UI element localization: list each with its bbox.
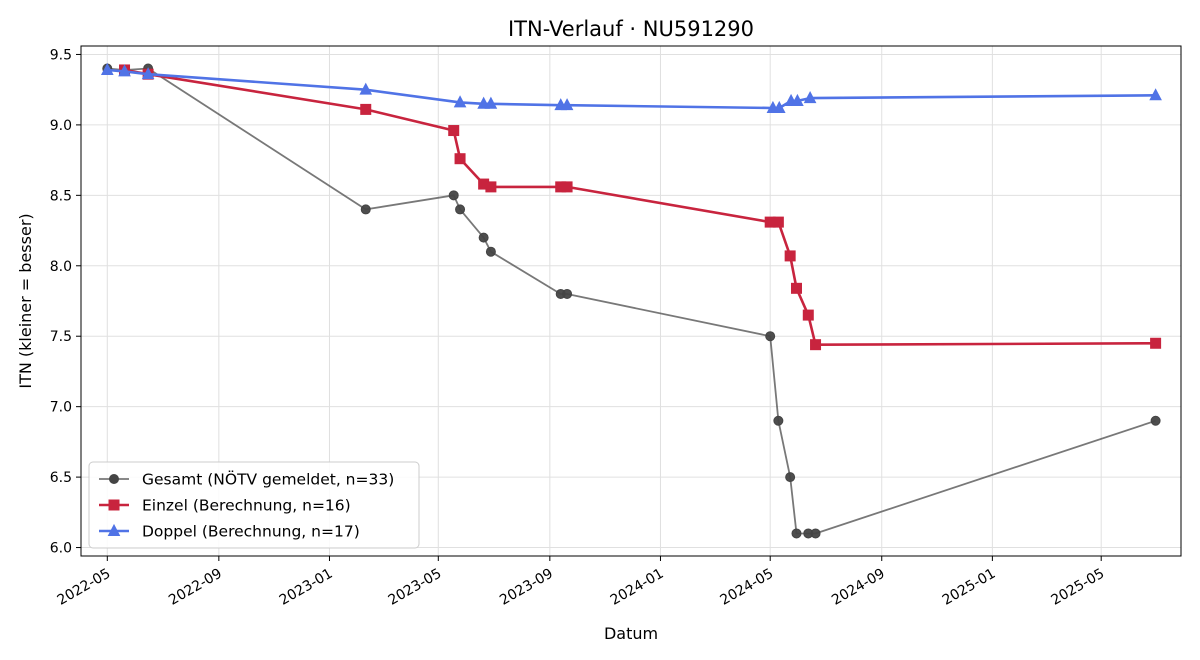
data-point — [772, 216, 784, 228]
series-layer — [100, 62, 1162, 539]
y-tick-label: 6.5 — [50, 470, 72, 486]
data-point — [484, 96, 498, 109]
data-point — [1150, 337, 1162, 349]
data-point — [485, 181, 497, 193]
data-point — [803, 91, 817, 104]
data-point — [810, 528, 821, 539]
data-point — [478, 232, 489, 243]
series-line — [124, 68, 1156, 347]
x-axis-title: Datum — [604, 624, 658, 643]
data-point — [773, 415, 784, 426]
legend-marker — [108, 499, 120, 511]
x-tick-label: 2024-05 — [718, 566, 777, 609]
data-point — [141, 67, 155, 80]
x-tick-label: 2025-01 — [940, 566, 999, 609]
series-triangle — [100, 62, 1162, 113]
data-point — [802, 309, 814, 321]
x-tick-label: 2023-09 — [497, 566, 556, 609]
data-point — [791, 93, 804, 106]
x-tick-label: 2024-09 — [829, 566, 888, 609]
data-point — [360, 204, 371, 215]
chart-title: ITN-Verlauf · NU591290 — [508, 17, 754, 41]
x-tick-label: 2024-01 — [608, 566, 667, 609]
data-point — [485, 246, 496, 257]
y-tick-label: 8.5 — [50, 188, 72, 204]
data-point — [790, 282, 802, 294]
legend: Gesamt (NÖTV gemeldet, n=33) Einzel (Bere… — [88, 461, 420, 549]
x-tick-label: 2022-05 — [55, 566, 114, 609]
series-square — [119, 64, 1162, 351]
data-point — [455, 204, 466, 215]
legend-label: Gesamt (NÖTV gemeldet, n=33) — [142, 470, 394, 489]
legend-item: Doppel (Berechnung, n=17) — [99, 523, 360, 541]
y-tick-label: 7.0 — [50, 400, 72, 416]
legend-marker — [107, 523, 121, 536]
data-point — [360, 103, 372, 115]
data-point — [454, 153, 466, 165]
data-point — [448, 125, 460, 137]
legend-item: Gesamt (NÖTV gemeldet, n=33) — [99, 470, 394, 489]
y-axis-title: ITN (kleiner = besser) — [16, 213, 35, 388]
data-point — [118, 64, 131, 77]
x-tick-label: 2022-09 — [166, 566, 225, 609]
legend-label: Einzel (Berechnung, n=16) — [142, 497, 351, 515]
x-tick-label: 2023-01 — [277, 566, 336, 609]
data-point — [765, 331, 776, 342]
data-point — [1149, 88, 1162, 101]
y-tick-label: 9.0 — [50, 118, 72, 134]
x-tick-label: 2025-05 — [1049, 566, 1108, 609]
data-point — [1150, 415, 1161, 426]
y-tick-label: 6.0 — [50, 541, 72, 557]
data-point — [560, 98, 574, 111]
x-tick-label: 2023-05 — [386, 566, 445, 609]
data-point — [359, 82, 373, 95]
data-point — [561, 181, 573, 193]
legend-label: Doppel (Berechnung, n=17) — [142, 523, 360, 541]
series-line — [107, 68, 1156, 110]
legend-item: Einzel (Berechnung, n=16) — [99, 497, 351, 515]
y-tick-label: 8.0 — [50, 259, 72, 275]
legend-box — [88, 461, 420, 549]
data-point — [562, 288, 573, 299]
data-point — [453, 95, 467, 108]
data-point — [448, 190, 459, 201]
y-tick-label: 9.5 — [50, 47, 72, 63]
data-point — [100, 62, 114, 75]
data-point — [772, 100, 786, 113]
data-point — [810, 339, 822, 351]
plot-frame — [80, 45, 1182, 557]
y-tick-label: 7.5 — [50, 329, 72, 345]
legend-marker — [109, 474, 119, 484]
data-point — [784, 250, 796, 262]
data-point — [791, 528, 802, 539]
data-point — [785, 472, 796, 483]
